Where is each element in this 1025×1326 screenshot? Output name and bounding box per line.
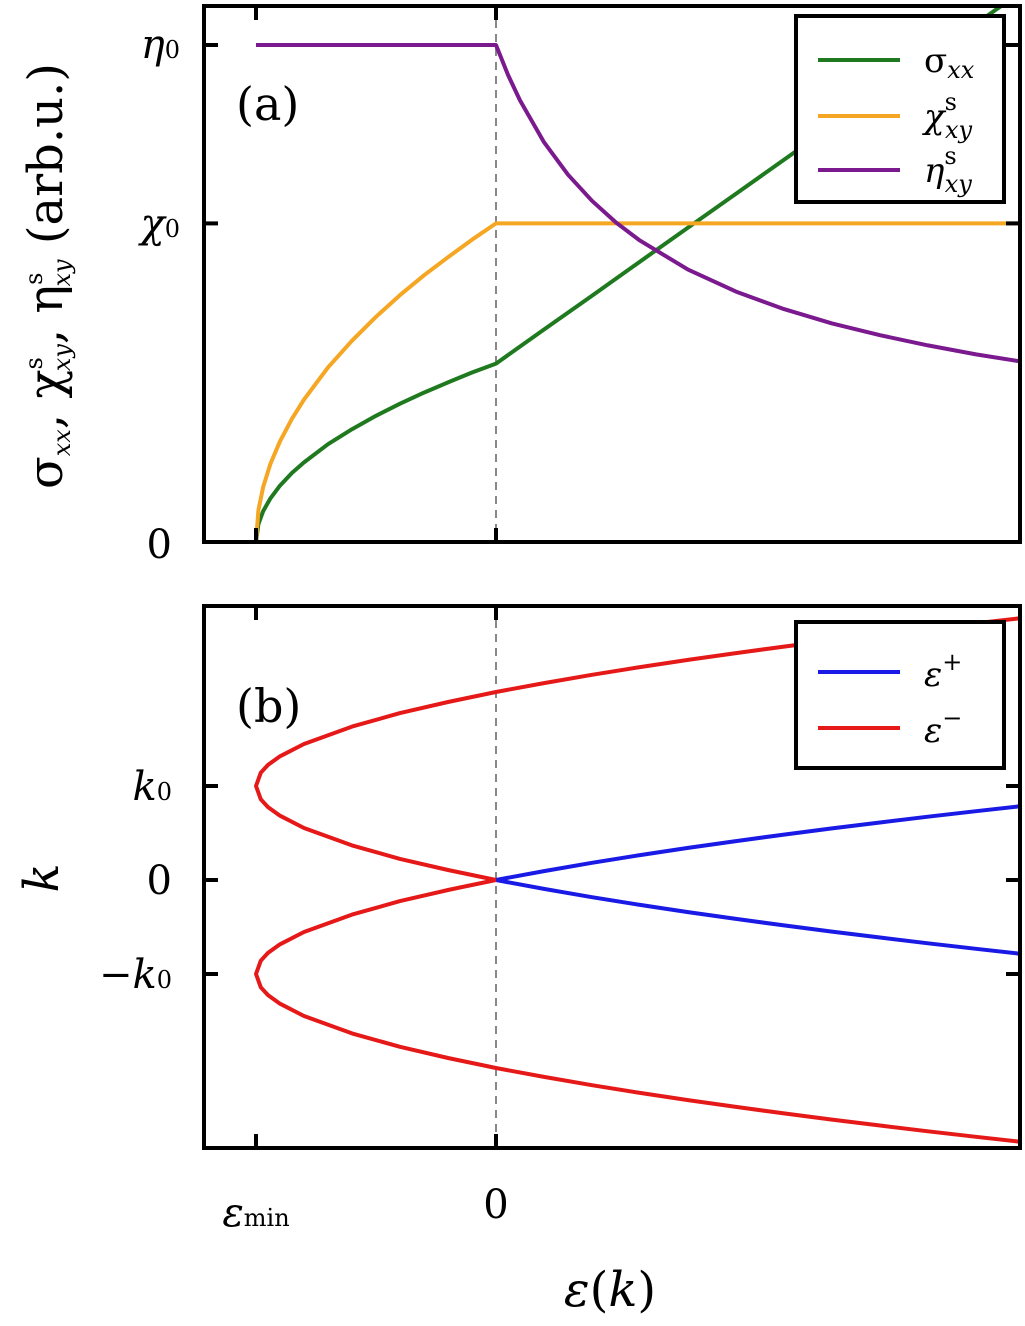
plot-frame-a [202, 4, 1022, 544]
ytick-b-k0: k0 [132, 764, 172, 810]
ylabel-a: σxx, χsxy, ηsxy (arb.u.) [18, 63, 76, 489]
legend-b-label-eplus: ε+ [924, 648, 962, 695]
ytick-a-chi0: χ0 [137, 201, 180, 247]
series-b-1-mirror-line [254, 878, 1020, 1144]
legend-a-label-sigma: σxx [924, 41, 975, 84]
ytick-a-eta0: η0 [141, 22, 180, 68]
panel-b: k0 0 −k0 εmin 0 (b) k ε(k) ε+ ε− [14, 604, 1022, 1318]
ylabel-b: k [14, 863, 70, 892]
legend-a: σxx χs xy ηs xy [794, 14, 1006, 204]
legend-b: ε+ ε− [794, 620, 1006, 770]
legend-frame-a [794, 14, 1006, 204]
xlabel-b: ε(k) [564, 1262, 656, 1318]
legend-b-label-eminus: ε− [924, 704, 962, 751]
ytick-a-0: 0 [147, 522, 172, 568]
legend-a-label-chi: χs xy [922, 88, 972, 144]
xtick-0: 0 [483, 1182, 508, 1228]
ytick-b-minus-k0: −k0 [99, 952, 172, 998]
panel-a: 0 χ0 η0 (a) σxx, χsxy, ηsxy (arb.u.) σxx… [18, 4, 1022, 568]
series-b-0-mirror-line [495, 878, 1020, 956]
legend-frame-b [794, 620, 1006, 770]
plot-frame-b [202, 604, 1022, 1150]
xtick-emin: εmin [222, 1190, 289, 1236]
series-a-2-line [256, 43, 1020, 364]
panel-label-a: (a) [236, 77, 299, 131]
panel-label-b: (b) [236, 679, 301, 733]
legend-a-label-eta: ηs xy [924, 142, 972, 198]
series-a-1-line [254, 221, 1020, 542]
ytick-b-0: 0 [147, 858, 172, 904]
series-b-0-line [495, 804, 1020, 882]
